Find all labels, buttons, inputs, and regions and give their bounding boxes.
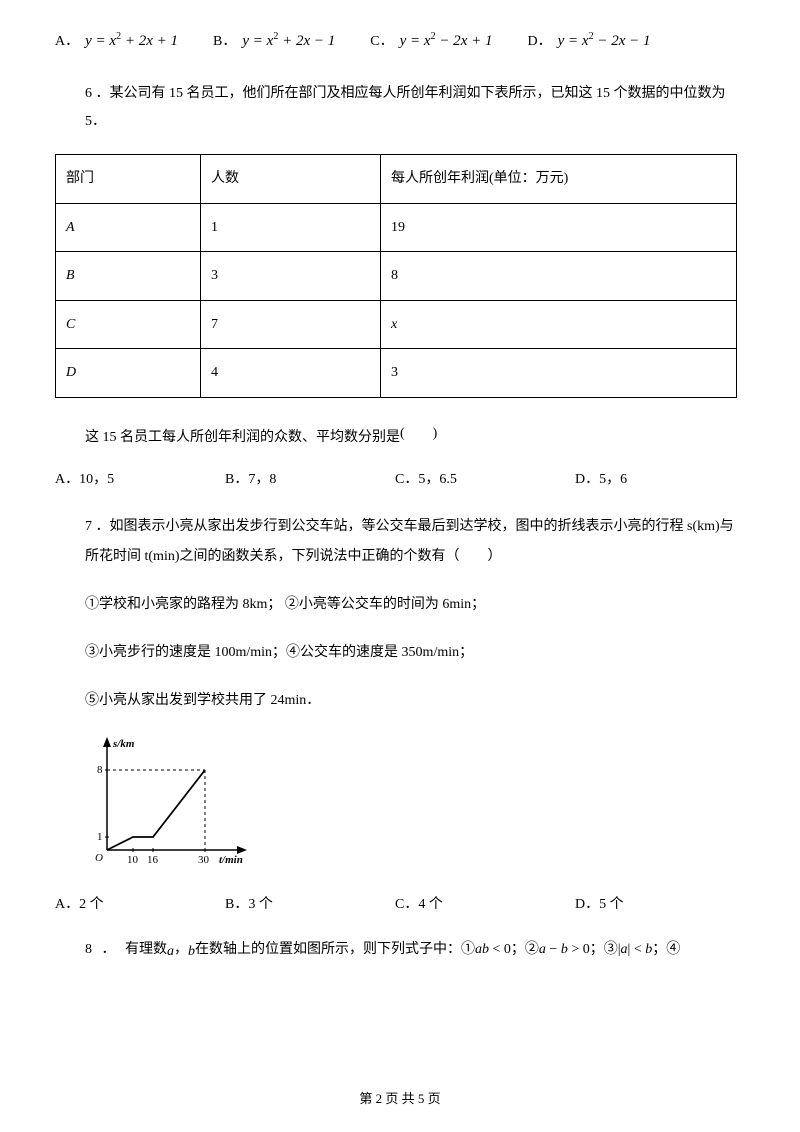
q7-number: 7 ． xyxy=(85,519,110,534)
table-row: D 4 3 xyxy=(56,349,737,398)
table-header-row: 部门 人数 每人所创年利润(单位：万元) xyxy=(56,155,737,204)
y-axis-label: s/km xyxy=(112,738,135,750)
q5-option-a: A． y = x2 + 2x + 1 xyxy=(55,30,178,52)
expr1b: < 0 xyxy=(489,942,511,957)
q8-stem: 8 ． 有理数a，b在数轴上的位置如图所示，则下列式子中：①ab < 0；②a … xyxy=(85,936,745,966)
x-arrow-icon xyxy=(237,846,247,854)
q5-options: A． y = x2 + 2x + 1 B． y = x2 + 2x − 1 C．… xyxy=(55,30,745,52)
cell-profit: x xyxy=(381,300,737,349)
q6-answer-c: C．5，6.5 xyxy=(395,470,575,490)
y-tick-1: 1 xyxy=(97,831,103,843)
cell-count: 4 xyxy=(201,349,381,398)
blank-paren: ( ) xyxy=(400,426,437,441)
option-label: C． xyxy=(370,32,393,52)
comma: ， xyxy=(174,942,188,957)
sep1: ；② xyxy=(511,942,539,957)
q5-option-b: B． y = x2 + 2x − 1 xyxy=(213,30,335,52)
y-arrow-icon xyxy=(103,737,111,747)
x-tick-10: 10 xyxy=(127,854,139,866)
q6-answer-a: A．10，5 xyxy=(55,470,225,490)
q6-question: 这 15 名员工每人所创年利润的众数、平均数分别是( ) xyxy=(85,420,745,452)
q8-dot: ． xyxy=(102,942,116,957)
cell-profit: 19 xyxy=(381,203,737,252)
expr3: |a| < b xyxy=(618,942,653,957)
expr2b: b xyxy=(561,942,568,957)
cell-dept: D xyxy=(56,349,201,398)
q7-answers: A．2 个 B．3 个 C．4 个 D．5 个 xyxy=(55,895,745,915)
var-a: a xyxy=(167,944,174,959)
q8-number: 8 xyxy=(85,942,92,957)
th-dept: 部门 xyxy=(56,155,201,204)
q8-mid: 在数轴上的位置如图所示，则下列式子中：① xyxy=(195,942,475,957)
table-row: B 3 8 xyxy=(56,252,737,301)
q7-item-5: ⑤小亮从家出发到学校共用了 24min． xyxy=(85,687,745,715)
q6-answer-d: D．5，6 xyxy=(575,470,627,490)
sep2: ；③ xyxy=(590,942,618,957)
var-b: b xyxy=(188,944,195,959)
q7-item-34: ③小亮步行的速度是 100m/min；④公交车的速度是 350m/min； xyxy=(85,639,745,667)
data-polyline xyxy=(107,770,205,850)
q7-item-12: ①学校和小亮家的路程为 8km； ②小亮等公交车的时间为 6min； xyxy=(85,591,745,619)
q5-option-c: C． y = x2 − 2x + 1 xyxy=(370,30,492,52)
y-tick-8: 8 xyxy=(97,764,103,776)
q6-answer-b: B．7，8 xyxy=(225,470,395,490)
q7-graph: 8 1 O 10 16 30 s/km t/min xyxy=(85,735,745,877)
q7-text: 如图表示小亮从家出发步行到公交车站，等公交车最后到达学校，图中的折线表示小亮的行… xyxy=(85,519,734,565)
cell-count: 7 xyxy=(201,300,381,349)
cell-profit: 3 xyxy=(381,349,737,398)
table-row: A 1 19 xyxy=(56,203,737,252)
th-count: 人数 xyxy=(201,155,381,204)
x-tick-16: 16 xyxy=(147,854,159,866)
q5-option-d: D． y = x2 − 2x − 1 xyxy=(527,30,650,52)
q6-answers: A．10，5 B．7，8 C．5，6.5 D．5，6 xyxy=(55,470,745,490)
q6-text: 某公司有 15 名员工，他们所在部门及相应每人所创年利润如下表所示，已知这 15… xyxy=(85,86,726,129)
q7-answer-b: B．3 个 xyxy=(225,895,395,915)
formula-text: y = x2 + 2x − 1 xyxy=(242,30,335,52)
cell-count: 1 xyxy=(201,203,381,252)
q6-number: 6 ． xyxy=(85,86,110,101)
x-tick-30: 30 xyxy=(198,854,210,866)
option-label: A． xyxy=(55,32,79,52)
page-footer: 第 2 页 共 5 页 xyxy=(0,1090,800,1108)
expr2a: a xyxy=(539,942,546,957)
line-chart-svg: 8 1 O 10 16 30 s/km t/min xyxy=(85,735,255,870)
q6-stem: 6 ．某公司有 15 名员工，他们所在部门及相应每人所创年利润如下表所示，已知这… xyxy=(85,80,745,136)
option-label: B． xyxy=(213,32,236,52)
table-row: C 7 x xyxy=(56,300,737,349)
q7-answer-c: C．4 个 xyxy=(395,895,575,915)
expr2m: − xyxy=(546,942,561,957)
q8-prefix: 有理数 xyxy=(125,942,167,957)
th-profit: 每人所创年利润(单位：万元) xyxy=(381,155,737,204)
x-axis-label: t/min xyxy=(219,854,243,866)
cell-count: 3 xyxy=(201,252,381,301)
q6-question-text: 这 15 名员工每人所创年利润的众数、平均数分别是 xyxy=(85,430,400,445)
origin-label: O xyxy=(95,852,103,864)
q6-table: 部门 人数 每人所创年利润(单位：万元) A 1 19 B 3 8 C 7 x … xyxy=(55,154,737,398)
q7-stem: 7 ．如图表示小亮从家出发步行到公交车站，等公交车最后到达学校，图中的折线表示小… xyxy=(85,512,745,574)
cell-dept: A xyxy=(56,203,201,252)
sep3: ；④ xyxy=(652,942,680,957)
cell-dept: C xyxy=(56,300,201,349)
cell-dept: B xyxy=(56,252,201,301)
option-label: D． xyxy=(527,32,551,52)
q7-answer-d: D．5 个 xyxy=(575,895,624,915)
formula-text: y = x2 − 2x + 1 xyxy=(400,30,493,52)
formula-text: y = x2 + 2x + 1 xyxy=(85,30,178,52)
cell-profit: 8 xyxy=(381,252,737,301)
expr2c: > 0 xyxy=(568,942,590,957)
formula-text: y = x2 − 2x − 1 xyxy=(558,30,651,52)
expr1: ab xyxy=(475,942,489,957)
q7-answer-a: A．2 个 xyxy=(55,895,225,915)
